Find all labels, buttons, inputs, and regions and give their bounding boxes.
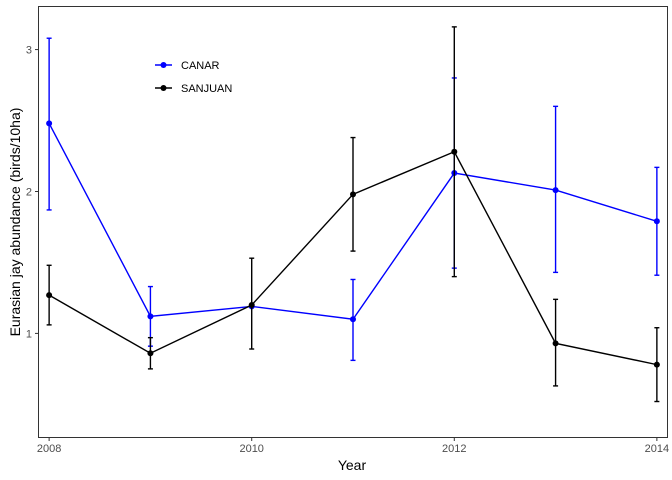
y-tick-label: 2 xyxy=(26,186,32,198)
series-sanjuan xyxy=(46,26,660,403)
data-point xyxy=(653,218,660,225)
legend-label: SANJUAN xyxy=(181,83,232,95)
data-point xyxy=(451,148,458,155)
data-point xyxy=(46,120,53,127)
x-axis: 2008 2010 2012 2014 xyxy=(37,437,669,455)
legend-label: CANAR xyxy=(181,60,220,72)
data-point xyxy=(46,292,53,299)
y-axis: 1 2 3 xyxy=(26,45,39,340)
data-point xyxy=(653,361,660,368)
y-tick-label: 1 xyxy=(26,328,32,340)
y-tick-label: 3 xyxy=(26,45,32,57)
legend-key-point xyxy=(160,62,167,68)
plot-panel-border xyxy=(38,6,668,438)
x-tick-label: 2014 xyxy=(645,443,669,455)
data-point xyxy=(552,340,559,347)
y-axis-title: Eurasian jay abundance (birds/10ha) xyxy=(7,108,23,337)
data-point xyxy=(350,316,356,323)
data-point xyxy=(147,350,154,357)
series-layer xyxy=(46,26,660,403)
data-point xyxy=(248,302,255,309)
data-point xyxy=(147,313,154,320)
data-point xyxy=(350,191,356,198)
x-tick-label: 2010 xyxy=(239,443,263,455)
data-point xyxy=(552,187,559,194)
legend-key-point xyxy=(160,85,167,91)
x-tick-label: 2008 xyxy=(37,443,61,455)
legend: CANAR SANJUAN xyxy=(155,60,232,95)
x-tick-label: 2012 xyxy=(442,443,466,455)
x-axis-title: Year xyxy=(338,457,367,473)
